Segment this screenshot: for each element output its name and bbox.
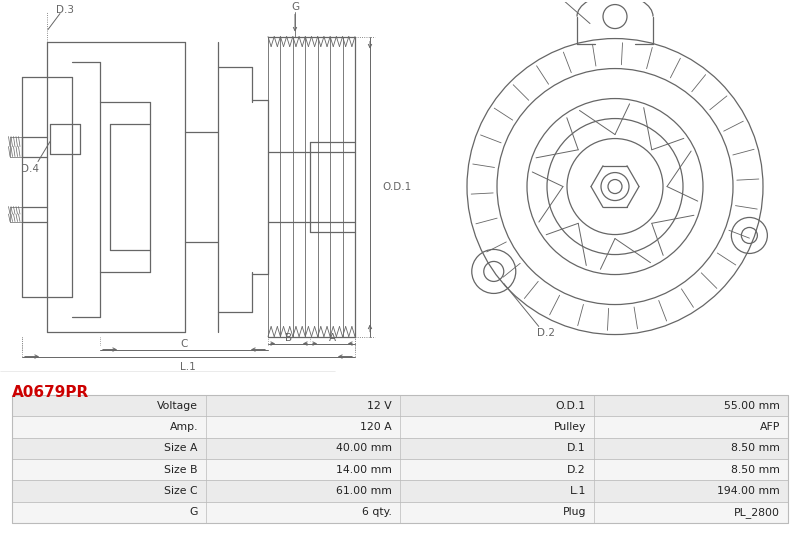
Text: 12 V: 12 V [367, 401, 392, 411]
Text: Plug: Plug [562, 507, 586, 518]
Text: 6 qty.: 6 qty. [362, 507, 392, 518]
Bar [12, 480, 788, 502]
Text: A: A [329, 333, 335, 343]
Text: A0679PR: A0679PR [12, 385, 90, 400]
Text: PL_2800: PL_2800 [734, 507, 780, 518]
Text: AFP: AFP [760, 422, 780, 432]
Text: 61.00 mm: 61.00 mm [336, 486, 392, 496]
Text: D.2: D.2 [567, 465, 586, 475]
Bar [12, 416, 788, 438]
Text: D.4: D.4 [21, 164, 39, 174]
Text: O.D.1: O.D.1 [556, 401, 586, 411]
Text: G: G [291, 2, 299, 12]
Text: 40.00 mm: 40.00 mm [336, 443, 392, 454]
Text: Size B: Size B [165, 465, 198, 475]
Text: D.1: D.1 [567, 443, 586, 454]
Bar [12, 502, 788, 523]
Bar [12, 438, 788, 459]
Text: Voltage: Voltage [157, 401, 198, 411]
Bar [12, 459, 788, 480]
Text: 55.00 mm: 55.00 mm [724, 401, 780, 411]
Text: Amp.: Amp. [170, 422, 198, 432]
Text: 8.50 mm: 8.50 mm [731, 465, 780, 475]
Text: 14.00 mm: 14.00 mm [336, 465, 392, 475]
Text: D.2: D.2 [537, 328, 554, 338]
Bar [12, 395, 788, 416]
Text: Size A: Size A [165, 443, 198, 454]
Text: B: B [286, 333, 293, 343]
Bar [12, 395, 788, 523]
Text: L.1: L.1 [570, 486, 586, 496]
Text: O.D.1: O.D.1 [382, 182, 411, 191]
Text: C: C [180, 338, 188, 349]
Text: 120 A: 120 A [360, 422, 392, 432]
Text: Size C: Size C [164, 486, 198, 496]
Text: 194.00 mm: 194.00 mm [718, 486, 780, 496]
Text: Pulley: Pulley [554, 422, 586, 432]
Text: 8.50 mm: 8.50 mm [731, 443, 780, 454]
Text: D.3: D.3 [56, 5, 74, 14]
Text: L.1: L.1 [180, 361, 196, 372]
Text: G: G [190, 507, 198, 518]
